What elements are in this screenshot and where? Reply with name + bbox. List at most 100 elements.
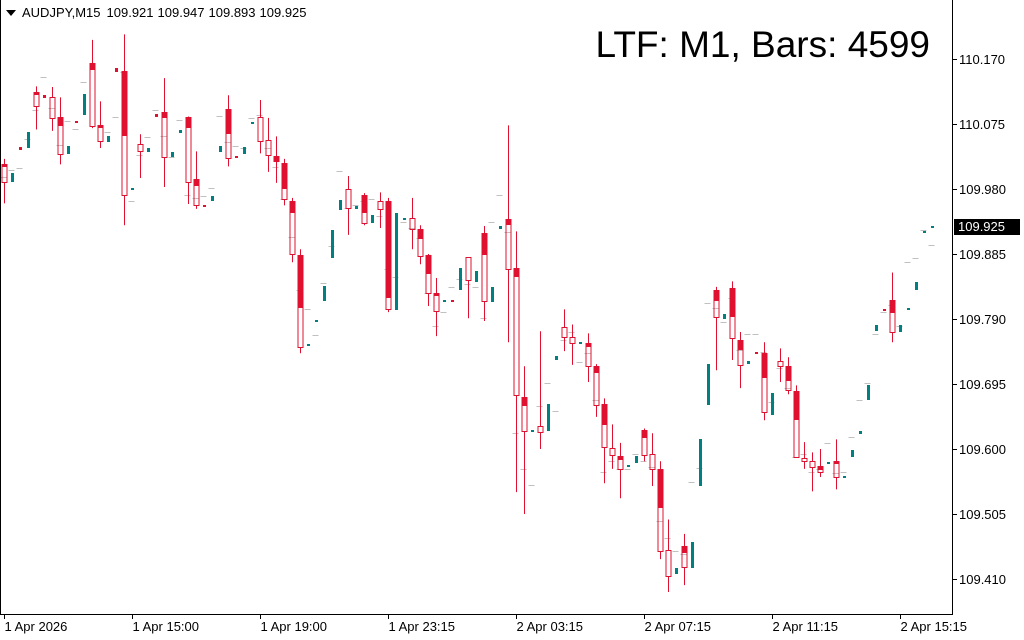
candle [657, 461, 664, 560]
candle-body [609, 448, 616, 456]
ltf-up-bar [171, 152, 174, 157]
candle [137, 134, 144, 179]
time-label: 2 Apr 11:15 [772, 619, 839, 634]
candle-body [265, 140, 272, 156]
candle-body [49, 97, 56, 119]
candle-fill [122, 71, 127, 136]
ltf-up-bar [907, 308, 910, 310]
candle-body [297, 255, 304, 348]
time-label: 1 Apr 2026 [4, 619, 68, 634]
candle-fill [90, 63, 95, 70]
candle-fill [834, 461, 839, 464]
candle-body [185, 117, 192, 183]
candle [361, 193, 368, 226]
candle-fill [226, 109, 231, 134]
candle [121, 34, 128, 226]
candle-fill [602, 404, 607, 425]
candle-body [713, 290, 720, 318]
chart-header[interactable]: AUDJPY,M15 109.921 109.947 109.893 109.9… [6, 5, 307, 20]
ltf-up-bar [851, 450, 854, 457]
ltf-up-bar [307, 344, 310, 346]
candle [1, 158, 8, 204]
candle-fill [298, 255, 303, 308]
candle [785, 357, 792, 395]
candle [601, 398, 608, 484]
candle-body [657, 469, 664, 552]
ltf-up-bar [243, 147, 246, 154]
candle-body [281, 163, 288, 200]
ltf-down-bar [755, 352, 758, 354]
candle-body [617, 456, 624, 470]
candle-fill [386, 201, 391, 298]
candle [433, 277, 440, 337]
ltf-up-bar [747, 361, 750, 364]
candle-fill [786, 366, 791, 381]
ltf-up-bar [211, 196, 214, 201]
ltf-up-bar [67, 146, 70, 154]
candle [729, 281, 736, 361]
ltf-down-bar [19, 147, 22, 150]
ltf-up-bar [675, 568, 678, 574]
candle [33, 86, 40, 130]
ltf-up-bar [531, 430, 534, 432]
candle [809, 452, 816, 492]
candle-body [889, 300, 896, 333]
ltf-up-bar [355, 206, 358, 209]
candle-body [137, 144, 144, 152]
candle-fill [586, 343, 591, 347]
candle [225, 95, 232, 167]
time-label: 1 Apr 19:00 [260, 619, 328, 634]
ltf-up-bar [771, 393, 774, 415]
ltf-info-label: LTF: M1, Bars: 4599 [595, 24, 931, 65]
axis-ticks [4, 59, 957, 619]
candle-fill [522, 397, 527, 406]
time-label: 1 Apr 15:00 [132, 619, 200, 634]
candle [265, 117, 272, 172]
candle-body [121, 71, 128, 196]
candle-body [665, 550, 672, 577]
candle [57, 97, 64, 165]
price-label: 110.170 [959, 51, 1006, 67]
candle-body [833, 461, 840, 478]
ohlc-low: 109.893 [208, 5, 256, 20]
price-label: 109.790 [959, 311, 1006, 327]
candle-body [809, 461, 816, 468]
candle-fill [98, 125, 103, 128]
candle-fill [362, 195, 367, 213]
candle [713, 286, 720, 371]
candle-body [465, 257, 472, 281]
candle [193, 151, 200, 209]
candle-fill [794, 391, 799, 420]
ltf-up-bar [699, 439, 702, 486]
candle-fill [642, 430, 647, 438]
ltf-up-bar [555, 356, 558, 360]
candle-body [737, 340, 744, 366]
ltf-up-bar [403, 218, 406, 220]
candle-body [817, 466, 824, 473]
candle [257, 100, 264, 154]
chart-marks [0, 34, 935, 592]
candle-body [777, 361, 784, 367]
candle [161, 78, 168, 187]
ohlc-open: 109.921 [106, 5, 154, 20]
candle-fill [738, 340, 743, 350]
candle [593, 364, 600, 417]
candle [409, 197, 416, 250]
candle [761, 342, 768, 421]
candle-body [785, 366, 792, 391]
current-price-marker: 109.925 [954, 219, 1020, 235]
candle-fill [58, 117, 63, 126]
time-label: 2 Apr 03:15 [516, 619, 584, 634]
ltf-down-bar [43, 95, 46, 98]
candle-body [89, 63, 96, 127]
ltf-up-bar [339, 200, 342, 210]
candle [97, 101, 104, 148]
candle [537, 331, 544, 449]
time-label: 2 Apr 07:15 [644, 619, 712, 634]
dropdown-triangle-icon[interactable] [6, 9, 16, 16]
candle-body [681, 546, 688, 568]
ltf-up-bar [179, 130, 182, 133]
ltf-up-bar [827, 462, 830, 464]
candle-body [569, 337, 576, 344]
